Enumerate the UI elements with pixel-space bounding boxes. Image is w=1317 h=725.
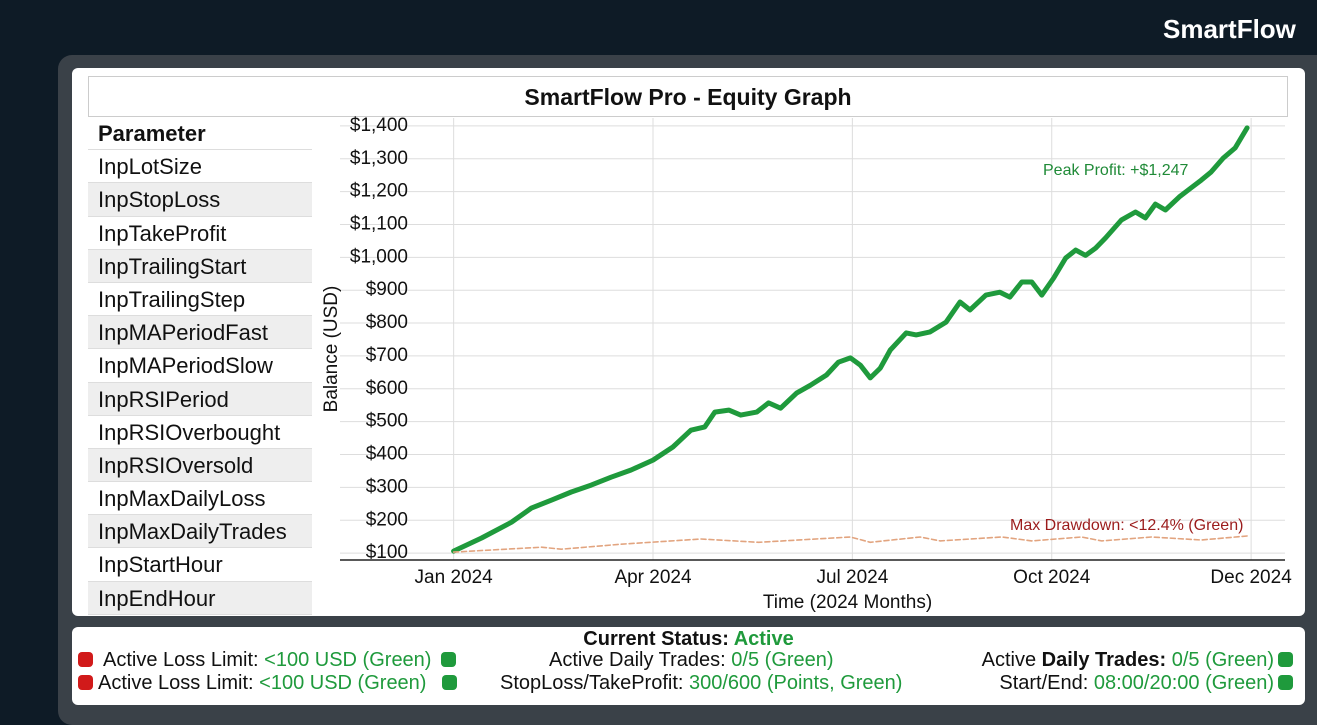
y-tick-label: $400 xyxy=(366,444,408,465)
status-heading: Current Status: Active xyxy=(72,628,1305,651)
item-label-bold: Daily Trades: xyxy=(1041,649,1167,671)
status-item: Active Loss Limit: <100 USD (Green) xyxy=(78,672,458,695)
y-tick-label: $1,400 xyxy=(350,115,408,136)
item-label: Active Loss Limit: xyxy=(103,649,259,671)
y-tick-label: $900 xyxy=(366,279,408,300)
annotation: Peak Profit: +$1,247 xyxy=(1043,162,1189,179)
parameter-name: InpStopLoss xyxy=(88,183,312,217)
drawdown-line xyxy=(452,535,1248,553)
item-label: StopLoss/TakeProfit: xyxy=(500,672,684,694)
table-header: Parameter xyxy=(88,117,312,151)
y-tick-label: $1,300 xyxy=(350,148,408,169)
parameter-name: InpStartHour xyxy=(88,548,312,582)
parameter-name: InpMAPeriodSlow xyxy=(88,349,312,383)
y-tick-label: $800 xyxy=(366,312,408,333)
parameter-name: InpTakeProfit xyxy=(88,217,312,250)
x-tick-label: Oct 2024 xyxy=(1013,567,1091,588)
item-label: Active Loss Limit: xyxy=(98,672,254,694)
item-label: Active Daily Trades: xyxy=(549,649,726,671)
parameter-name: InpMaxDailyLoss xyxy=(88,482,312,516)
parameter-name: InpTrailingStep xyxy=(88,283,312,317)
app-title: SmartFlow xyxy=(1163,14,1296,44)
status-bar: Current Status: Active Active Loss Limit… xyxy=(72,627,1305,705)
parameter-name: InpRSIOversold xyxy=(88,448,312,483)
x-axis-label: Time (2024 Months) xyxy=(763,592,932,613)
y-tick-label: $700 xyxy=(366,345,408,366)
status-dot xyxy=(442,675,458,690)
annotation: Max Drawdown: <12.4% (Green) xyxy=(1010,517,1243,534)
status-item: StopLoss/TakeProfit: 300/600 (Points, Gr… xyxy=(500,672,902,695)
graph-title: SmartFlow Pro - Equity Graph xyxy=(88,76,1288,117)
status-dot xyxy=(78,675,93,690)
equity-line xyxy=(451,125,1250,554)
chart: $100 $200 $300 $400 $500 $600 $700 $800 $900 $1,0… xyxy=(321,115,1292,613)
y-tick-label: $1,000 xyxy=(350,246,408,267)
status-item: Active Daily Trades: 0/5 (Green) xyxy=(549,649,834,672)
y-tick-label: $600 xyxy=(366,378,408,399)
y-tick-label: $1,200 xyxy=(350,181,408,202)
parameter-name: InpMAPeriodFast xyxy=(88,316,312,350)
parameter-name: InpMaxDailyTrades xyxy=(88,515,312,549)
y-tick-label: $1,100 xyxy=(350,213,408,234)
x-tick-label: Jul 2024 xyxy=(816,567,888,588)
status-value: Active xyxy=(733,628,794,650)
item-label: Start/End: xyxy=(999,672,1089,694)
y-axis-label: Balance (USD) xyxy=(321,286,342,413)
parameter-name: InpTrailingStart xyxy=(88,249,312,283)
item-value: <100 USD (Green) xyxy=(264,649,432,671)
parameter-name: InpRSIPeriod xyxy=(88,382,312,416)
x-tick-label: Apr 2024 xyxy=(614,567,692,588)
status-item: Active Loss Limit: <100 USD (Green) xyxy=(78,649,457,672)
parameter-name: InpEndHour xyxy=(88,581,312,615)
item-label: Active xyxy=(981,649,1037,671)
y-tick-label: $300 xyxy=(366,476,408,497)
y-tick-label: $100 xyxy=(366,542,408,563)
item-value: 0/5 (Green) xyxy=(731,649,834,671)
parameter-name: InpRSIOverbought xyxy=(88,416,312,449)
x-tick-label: Dec 2024 xyxy=(1210,567,1292,588)
item-value: 0/5 (Green) xyxy=(1171,649,1274,671)
x-tick-label: Jan 2024 xyxy=(415,567,494,588)
y-tick-label: $200 xyxy=(366,509,408,530)
item-value: <100 USD (Green) xyxy=(259,672,427,694)
item-value: 300/600 (Points, Green) xyxy=(689,672,903,694)
status-item: Active Daily Trades: 0/5 (Green) xyxy=(982,649,1293,672)
status-item: Start/End: 08:00/20:00 (Green) xyxy=(999,672,1293,695)
y-tick-label: $500 xyxy=(366,411,408,432)
status-dot xyxy=(1278,652,1293,667)
status-label: Current Status: xyxy=(583,628,729,650)
parameter-table: Parameter InpLotSize InpStopLoss InpTakePro… xyxy=(88,117,312,615)
status-dot xyxy=(441,652,457,667)
item-value: 08:00/20:00 (Green) xyxy=(1093,672,1274,694)
status-dot xyxy=(78,652,93,667)
parameter-name: InpLotSize xyxy=(88,150,312,184)
status-dot xyxy=(1278,675,1293,690)
